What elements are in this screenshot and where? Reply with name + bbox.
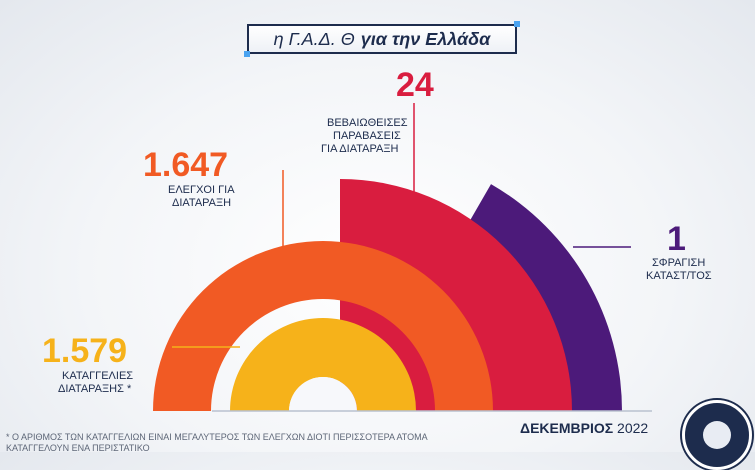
seal-label-2: ΚΑΤΑΣΤ/ΤΟΣ	[646, 270, 712, 282]
checks-label-1: ΕΛΕΓΧΟΙ ΓΙΑ	[168, 184, 235, 196]
checks-value: 1.647	[143, 146, 229, 184]
violations-label-1: ΒΕΒΑΙΩΘΕΙΣΕΣ	[327, 117, 408, 129]
arc-center-hole	[289, 377, 357, 411]
radial-bar-chart	[153, 103, 652, 412]
report-year: 2022	[617, 420, 649, 436]
checks-label-2: ΔΙΑΤΑΡΑΞΗ	[172, 197, 232, 209]
report-month: ΔΕΚΕΜΒΡΙΟΣ	[520, 420, 614, 436]
arc-checks	[153, 241, 493, 411]
title-tail: για την Ελλάδα	[360, 28, 491, 49]
complaints-label-1: ΚΑΤΑΓΓΕΛΙΕΣ	[62, 370, 134, 382]
chart-title: η Γ.Α.Δ. Θ για την Ελλάδα	[247, 24, 517, 54]
complaints-label-2: ΔΙΑΤΑΡΑΞΗΣ *	[58, 383, 132, 395]
footnote: * Ο ΑΡΙΘΜΟΣ ΤΩΝ ΚΑΤΑΓΓΕΛΙΩΝ ΕΙΝΑΙ ΜΕΓΑΛΥ…	[6, 432, 428, 453]
title-corner-bottom-left	[244, 51, 250, 57]
seal-label-1: ΣΦΡΑΓΙΣΗ	[652, 257, 706, 269]
violations-label-2: ΠΑΡΑΒΑΣΕΙΣ	[333, 130, 401, 142]
title-corner-top-right	[514, 21, 520, 27]
violations-label-3: ΓΙΑ ΔΙΑΤΑΡΑΞΗ	[321, 143, 399, 155]
seal-value: 1	[667, 220, 686, 258]
hellenic-police-seal-icon	[682, 400, 752, 470]
complaints-value: 1.579	[42, 332, 128, 370]
title-lead: η Γ.Α.Δ. Θ	[273, 28, 355, 49]
arc-complaints	[230, 318, 416, 411]
seal-emblem-icon	[703, 421, 731, 449]
arc-violations	[340, 179, 572, 411]
report-date: ΔΕΚΕΜΒΡΙΟΣ 2022	[520, 420, 648, 436]
violations-value: 24	[396, 66, 434, 104]
